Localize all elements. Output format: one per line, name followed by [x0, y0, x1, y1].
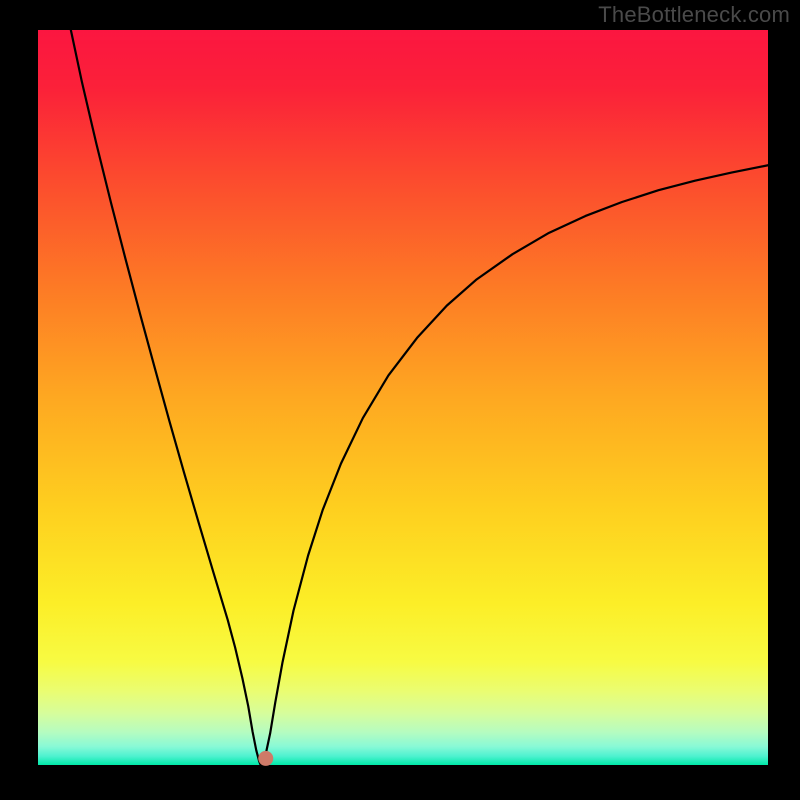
bottleneck-curve-chart — [0, 0, 800, 800]
plot-background — [38, 30, 768, 765]
chart-root: TheBottleneck.com — [0, 0, 800, 800]
optimum-marker — [258, 751, 273, 766]
